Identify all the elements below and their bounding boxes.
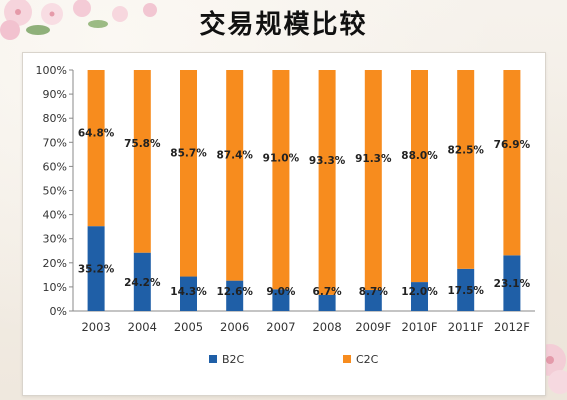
bar-c2c [272,70,290,290]
data-label-b2c: 8.7% [359,286,389,298]
y-tick-label: 0% [50,305,67,318]
bar-c2c [318,70,336,295]
stacked-bar-chart: 0% 10% 20% 30% 40% 50% 60% 70% 80% 90% 100% 35.2% 64… [36,64,535,366]
legend-swatch-c2c [343,355,351,363]
data-label-b2c: 17.5% [447,285,484,297]
x-tick-label: 2008 [312,320,341,334]
bar-c2c [180,70,197,277]
y-tick-label: 40% [43,209,67,222]
data-label-b2c: 35.2% [78,264,115,276]
bar-b2c [133,252,151,311]
y-tick-label: 60% [43,160,67,173]
data-label-b2c: 6.7% [313,286,343,298]
y-tick-label: 70% [43,136,67,149]
x-tick-label: 2003 [81,320,110,334]
bar-c2c [503,70,521,256]
y-tick-label: 10% [43,281,67,294]
legend-label-c2c: C2C [356,353,379,366]
x-tick-label: 2004 [128,320,157,334]
y-tick-label: 80% [43,112,67,125]
y-tick-label: 20% [43,257,67,270]
bar-c2c [411,70,428,283]
data-label-c2c: 91.3% [355,153,392,165]
x-tick-label: 2012F [494,320,530,334]
bar-b2c [318,294,336,311]
bar-b2c [226,280,244,311]
bar-c2c [133,70,151,253]
x-tick-label: 2006 [220,320,249,334]
y-tick-label: 90% [43,88,67,101]
bar-b2c [180,276,197,311]
bar-c2c [226,70,244,281]
bar-c2c [364,70,382,291]
data-label-c2c: 82.5% [447,145,484,157]
data-label-b2c: 12.0% [401,286,438,298]
data-label-c2c: 75.8% [124,138,161,150]
bar-b2c [364,290,382,311]
data-label-b2c: 14.3% [170,286,207,298]
x-tick-label: 2005 [174,320,203,334]
data-label-b2c: 9.0% [266,286,296,298]
y-tick-label: 50% [43,185,67,198]
bar-c2c [87,70,105,227]
flower-decoration-top-left [0,0,157,40]
data-label-c2c: 85.7% [170,148,207,160]
x-tick-label: 2010F [402,320,438,334]
data-label-c2c: 76.9% [494,139,531,151]
bar-b2c [411,282,428,311]
y-tick-label: 100% [36,64,67,77]
data-label-b2c: 23.1% [494,278,531,290]
bar-b2c [272,289,290,311]
data-label-c2c: 91.0% [263,153,300,165]
chart-panel: 0% 10% 20% 30% 40% 50% 60% 70% 80% 90% 100% 35.2% 64… [22,52,546,396]
bar-b2c [87,226,105,311]
x-tick-label: 2011F [448,320,484,334]
data-label-c2c: 93.3% [309,155,346,167]
data-label-c2c: 88.0% [401,150,438,162]
page-title: 交易规模比较 [199,10,368,40]
legend-label-b2c: B2C [222,353,245,366]
data-label-c2c: 87.4% [216,149,253,161]
data-label-b2c: 12.6% [216,286,253,298]
bar-b2c [457,268,475,311]
bar-c2c [457,70,475,269]
bar-b2c [503,255,521,311]
legend-swatch-b2c [209,355,217,363]
data-label-b2c: 24.2% [124,277,161,289]
y-tick-label: 30% [43,233,67,246]
data-label-c2c: 64.8% [78,127,115,139]
x-tick-label: 2009F [355,320,391,334]
x-tick-label: 2007 [266,320,295,334]
